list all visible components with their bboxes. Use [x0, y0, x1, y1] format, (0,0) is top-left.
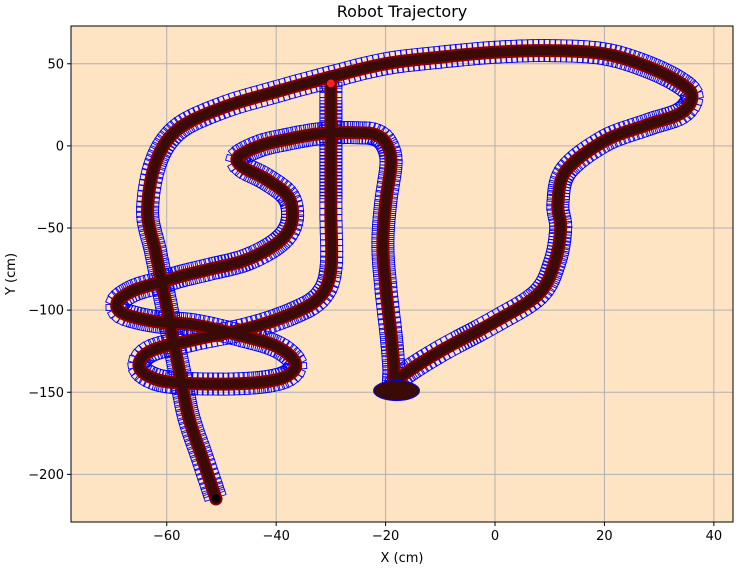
x-tick-label: −60 — [153, 529, 180, 544]
y-tick-label: −100 — [28, 304, 64, 319]
x-tick-label: 0 — [491, 529, 499, 544]
x-tick-label: −40 — [262, 529, 289, 544]
y-tick-label: 0 — [56, 139, 64, 154]
x-axis-label: X (cm) — [381, 551, 424, 566]
x-tick-label: 20 — [596, 529, 613, 544]
x-tick-label: −20 — [372, 529, 399, 544]
y-tick-label: −50 — [37, 222, 64, 237]
data-layer — [105, 39, 704, 506]
x-tick-label: 40 — [706, 529, 723, 544]
y-tick-label: 50 — [47, 57, 64, 72]
start-point — [211, 494, 221, 504]
end-point — [326, 79, 335, 88]
chart-title: Robot Trajectory — [337, 2, 468, 21]
pause-marker — [373, 380, 421, 402]
plot-frame — [70, 25, 734, 523]
y-axis-label: Y (cm) — [4, 253, 19, 296]
trajectory-line — [112, 46, 697, 504]
y-tick-label: −200 — [28, 468, 64, 483]
y-tick-label: −150 — [28, 386, 64, 401]
